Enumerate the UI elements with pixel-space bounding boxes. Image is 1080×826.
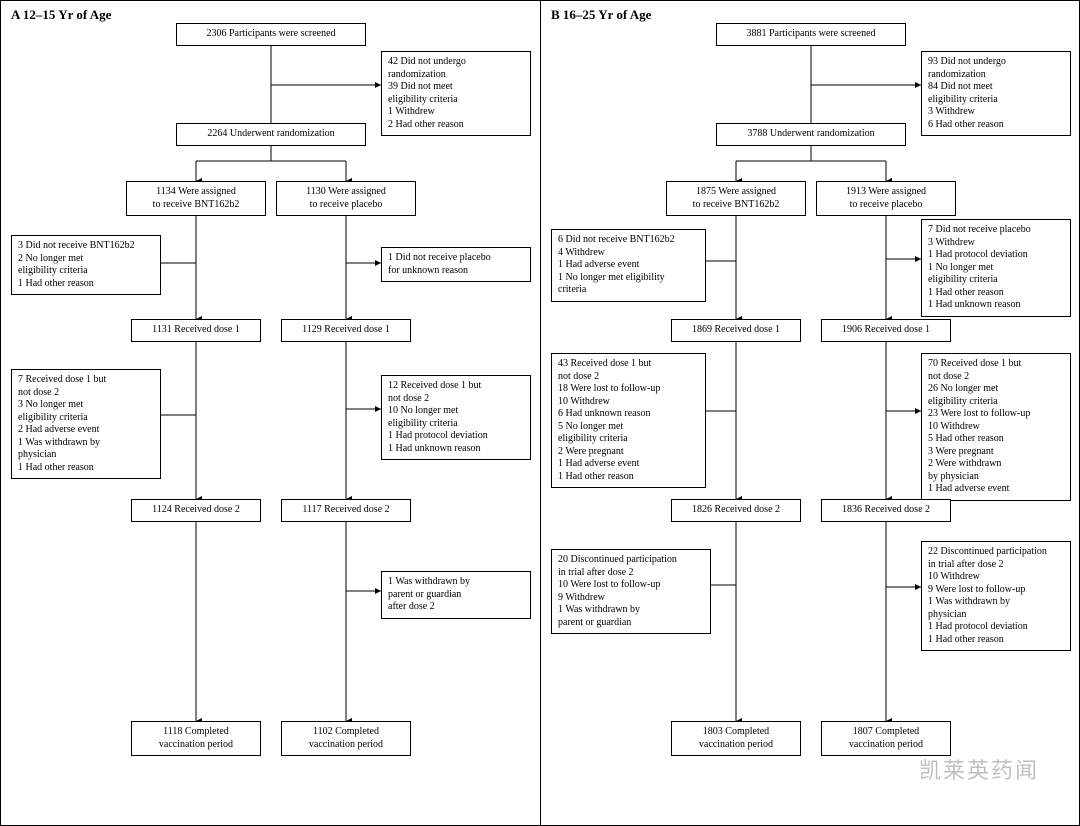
node-a_complete: 1118 Completed vaccination period <box>131 721 261 756</box>
node-b_dose1: 1129 Received dose 1 <box>281 319 411 342</box>
node-arm2: 1913 Were assigned to receive placebo <box>816 181 956 216</box>
node-a_dose2: 1124 Received dose 2 <box>131 499 261 522</box>
node-a_dose2: 1826 Received dose 2 <box>671 499 801 522</box>
node-a_wd_d2: 20 Discontinued participation in trial a… <box>551 549 711 634</box>
node-b_dose2: 1836 Received dose 2 <box>821 499 951 522</box>
node-b_dose2: 1117 Received dose 2 <box>281 499 411 522</box>
node-b_complete: 1807 Completed vaccination period <box>821 721 951 756</box>
node-arm2: 1130 Were assigned to receive placebo <box>276 181 416 216</box>
node-no_random: 42 Did not undergo randomization 39 Did … <box>381 51 531 136</box>
panel-a-label: A 12–15 Yr of Age <box>11 7 111 23</box>
panel-b-label: B 16–25 Yr of Age <box>551 7 651 23</box>
node-a_dose1: 1131 Received dose 1 <box>131 319 261 342</box>
node-randomized: 3788 Underwent randomization <box>716 123 906 146</box>
node-b_d1_not2: 70 Received dose 1 but not dose 2 26 No … <box>921 353 1071 501</box>
node-arm1: 1875 Were assigned to receive BNT162b2 <box>666 181 806 216</box>
node-a_d1_not2: 7 Received dose 1 but not dose 2 3 No lo… <box>11 369 161 479</box>
node-arm1: 1134 Were assigned to receive BNT162b2 <box>126 181 266 216</box>
node-a_d1_not2: 43 Received dose 1 but not dose 2 18 Wer… <box>551 353 706 488</box>
panel-a: A 12–15 Yr of Age 2306 Participants were… <box>1 1 540 825</box>
panel-b: B 16–25 Yr of Age 3881 Participants were… <box>540 1 1079 825</box>
node-b_complete: 1102 Completed vaccination period <box>281 721 411 756</box>
node-b_wd_d2: 1 Was withdrawn by parent or guardian af… <box>381 571 531 619</box>
node-a_no_rx: 3 Did not receive BNT162b2 2 No longer m… <box>11 235 161 295</box>
node-b_wd_d2: 22 Discontinued participation in trial a… <box>921 541 1071 651</box>
node-a_dose1: 1869 Received dose 1 <box>671 319 801 342</box>
node-screened: 2306 Participants were screened <box>176 23 366 46</box>
node-b_no_rx: 1 Did not receive placebo for unknown re… <box>381 247 531 282</box>
node-screened: 3881 Participants were screened <box>716 23 906 46</box>
node-randomized: 2264 Underwent randomization <box>176 123 366 146</box>
node-b_no_rx: 7 Did not receive placebo 3 Withdrew 1 H… <box>921 219 1071 317</box>
node-no_random: 93 Did not undergo randomization 84 Did … <box>921 51 1071 136</box>
node-a_complete: 1803 Completed vaccination period <box>671 721 801 756</box>
consort-figure: A 12–15 Yr of Age 2306 Participants were… <box>0 0 1080 826</box>
node-a_no_rx: 6 Did not receive BNT162b2 4 Withdrew 1 … <box>551 229 706 302</box>
node-b_dose1: 1906 Received dose 1 <box>821 319 951 342</box>
node-b_d1_not2: 12 Received dose 1 but not dose 2 10 No … <box>381 375 531 460</box>
